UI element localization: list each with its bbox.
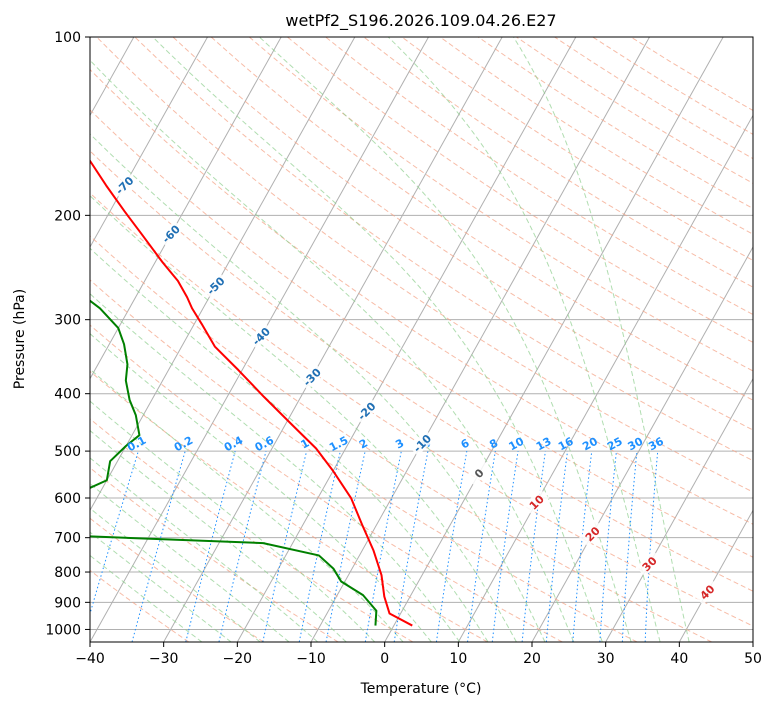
mixing-ratio-line bbox=[545, 451, 569, 642]
mixing-ratio-line bbox=[262, 450, 308, 642]
sounding-series bbox=[90, 159, 413, 627]
x-tick-label: 50 bbox=[744, 651, 762, 667]
isotherm-gridline bbox=[457, 114, 753, 642]
moist-adiabats bbox=[90, 37, 690, 642]
isotherm-gridline bbox=[678, 509, 753, 642]
isotherm-label-bg bbox=[111, 171, 138, 199]
dry-adiabat-line bbox=[363, 37, 753, 288]
mixing-ratio-line bbox=[599, 451, 617, 642]
moist-adiabat-line bbox=[90, 483, 290, 642]
x-tick-label: −10 bbox=[296, 651, 326, 667]
x-tick-label: 30 bbox=[597, 651, 615, 667]
dewpoint-line bbox=[90, 299, 378, 626]
mixing-ratio-line bbox=[218, 450, 267, 642]
dry-adiabat-line bbox=[210, 37, 753, 401]
dry-adiabat-line bbox=[90, 370, 488, 642]
x-tick-label: 40 bbox=[670, 651, 688, 667]
moist-adiabat-line bbox=[90, 429, 347, 642]
moist-adiabat-line bbox=[387, 37, 661, 642]
chart-title: wetPf2_S196.2026.109.04.26.E27 bbox=[285, 11, 556, 31]
mixing-ratio-line bbox=[185, 450, 236, 642]
y-axis-title: Pressure (hPa) bbox=[12, 289, 28, 389]
isotherm-label-bg bbox=[247, 322, 274, 350]
mixing-ratio-label: 36 bbox=[646, 435, 666, 454]
moist-adiabat-line bbox=[90, 195, 517, 642]
mixing-ratio-label: 25 bbox=[605, 435, 625, 454]
moist-adiabat-line bbox=[90, 293, 461, 642]
y-tick-label: 500 bbox=[54, 444, 81, 460]
moist-adiabat-line bbox=[90, 133, 546, 642]
x-tick-label: −30 bbox=[149, 651, 179, 667]
dry-adiabat-line bbox=[172, 37, 753, 431]
isotherm-gridline bbox=[90, 37, 282, 380]
x-tick-label: 0 bbox=[380, 651, 389, 667]
mixing-ratio-label: 30 bbox=[625, 435, 645, 454]
mixing-ratio-line bbox=[572, 451, 593, 642]
y-tick-label: 100 bbox=[54, 30, 81, 46]
x-tick-label: −40 bbox=[75, 651, 105, 667]
x-tick-label: 20 bbox=[523, 651, 541, 667]
dry-adiabat-line bbox=[325, 37, 753, 316]
mixing-ratio-line bbox=[491, 451, 519, 642]
mixing-ratio-line bbox=[90, 450, 139, 616]
isotherm-gridline bbox=[236, 37, 577, 642]
mixing-ratio-label: 10 bbox=[507, 435, 527, 454]
moist-adiabat-line bbox=[152, 37, 603, 642]
temperature-line bbox=[90, 159, 413, 627]
isotherm-label-bg bbox=[693, 578, 720, 605]
mixing-ratio-label: 16 bbox=[556, 435, 576, 454]
y-tick-label: 200 bbox=[54, 208, 81, 224]
mixing-ratio-line bbox=[131, 450, 186, 642]
x-tick-label: 10 bbox=[449, 651, 467, 667]
isotherm-gridline bbox=[752, 640, 753, 642]
x-tick-label: −20 bbox=[223, 651, 253, 667]
mixing-ratio-label: 13 bbox=[534, 435, 554, 454]
y-tick-label: 600 bbox=[54, 491, 81, 507]
x-axis-title: Temperature (°C) bbox=[360, 681, 482, 697]
dry-adiabat-line bbox=[90, 279, 638, 642]
mixing-ratio-lines bbox=[90, 450, 659, 642]
moist-adiabat-line bbox=[90, 333, 432, 642]
isotherm-label-bg bbox=[523, 488, 550, 515]
isotherm-gridline bbox=[384, 37, 724, 642]
mixing-ratio-line bbox=[435, 451, 468, 642]
isotherm-label-bg bbox=[579, 520, 606, 547]
isotherm-label-bg bbox=[202, 272, 229, 299]
y-tick-label: 300 bbox=[54, 313, 81, 329]
mixing-ratio-line bbox=[467, 451, 496, 642]
y-tick-label: 400 bbox=[54, 387, 81, 403]
dry-adiabat-line bbox=[90, 569, 190, 642]
y-tick-label: 700 bbox=[54, 531, 81, 547]
dry-adiabat-line bbox=[90, 68, 753, 525]
moist-adiabat-line bbox=[90, 457, 319, 642]
isotherm-label-bg bbox=[353, 397, 380, 424]
isotherm-gridline bbox=[0, 37, 60, 642]
isotherm-gridline bbox=[310, 37, 650, 642]
isotherm-label-bg bbox=[635, 550, 663, 577]
isotherm-gridline bbox=[90, 37, 356, 512]
dry-adiabat-line bbox=[90, 235, 712, 642]
isotherm-label-bg bbox=[465, 459, 492, 487]
y-tick-label: 900 bbox=[54, 595, 81, 611]
axes: −40 −30 −20 −10 0 10 20 30 40 50 1000 900 800 700 600 5… bbox=[45, 30, 762, 667]
isotherm-label-bg bbox=[298, 363, 325, 390]
isotherm-gridline bbox=[90, 37, 208, 249]
y-tick-label: 800 bbox=[54, 565, 81, 581]
dry-adiabat-line bbox=[90, 418, 414, 642]
grid-lines bbox=[0, 37, 753, 642]
dry-adiabat-line bbox=[90, 517, 264, 642]
isotherm-label-bg bbox=[157, 220, 184, 247]
mixing-ratio-label: 20 bbox=[580, 435, 600, 454]
y-tick-label: 1000 bbox=[45, 622, 81, 638]
isotherm-gridline bbox=[605, 377, 753, 642]
isotherm-label-bg bbox=[408, 429, 435, 456]
moist-adiabat-line bbox=[90, 247, 489, 642]
moist-adiabat-line bbox=[90, 400, 376, 642]
dry-adiabat-line bbox=[90, 467, 339, 642]
moist-adiabat-line bbox=[513, 37, 690, 642]
dry-adiabat-line bbox=[90, 109, 753, 558]
plot-frame bbox=[89, 36, 754, 643]
